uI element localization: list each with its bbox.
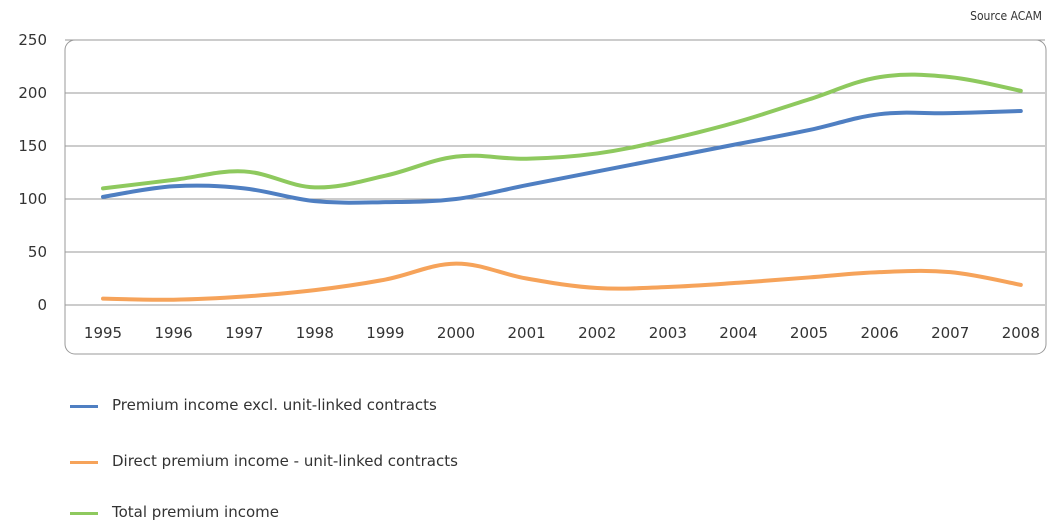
x-tick-label: 2000	[437, 324, 475, 342]
legend-swatch	[70, 512, 98, 515]
y-tick-label: 100	[18, 190, 47, 208]
legend-label: Premium income excl. unit-linked contrac…	[112, 396, 437, 414]
y-axis-ticks: 0 50 100 150 200 250	[18, 31, 47, 314]
x-tick-label: 2004	[719, 324, 757, 342]
gridlines	[65, 39, 1045, 306]
legend-label: Total premium income	[112, 503, 279, 521]
series-total-line	[101, 72, 1023, 191]
legend-swatch	[70, 461, 98, 464]
x-tick-label: 1998	[296, 324, 334, 342]
series-lines	[101, 72, 1023, 302]
x-tick-label: 2007	[931, 324, 969, 342]
y-tick-label: 150	[18, 137, 47, 155]
x-tick-label: 1999	[366, 324, 404, 342]
x-tick-label: 2003	[649, 324, 687, 342]
x-tick-label: 2002	[578, 324, 616, 342]
legend-swatch	[70, 405, 98, 408]
y-tick-label: 250	[18, 31, 47, 49]
x-tick-label: 2008	[1002, 324, 1040, 342]
y-tick-label: 50	[28, 243, 47, 261]
line-chart: 0 50 100 150 200 250 1995 1996 1997 1998 1999 2000…	[18, 31, 1047, 355]
source-note: Source ACAM	[970, 9, 1042, 23]
x-tick-label: 2001	[508, 324, 546, 342]
x-tick-label: 1995	[84, 324, 122, 342]
x-tick-label: 2005	[790, 324, 828, 342]
plot-frame	[64, 39, 1047, 355]
x-tick-label: 1997	[225, 324, 263, 342]
x-tick-label: 2006	[861, 324, 899, 342]
y-tick-label: 200	[18, 84, 47, 102]
x-tick-label: 1996	[155, 324, 193, 342]
series-premium-excl-line	[101, 109, 1023, 205]
legend-label: Direct premium income - unit-linked cont…	[112, 452, 458, 470]
x-axis-ticks: 1995 1996 1997 1998 1999 2000 2001 2002 2003 2004…	[84, 324, 1040, 342]
y-tick-label: 0	[37, 296, 47, 314]
series-direct-unit-linked-line	[101, 261, 1023, 302]
